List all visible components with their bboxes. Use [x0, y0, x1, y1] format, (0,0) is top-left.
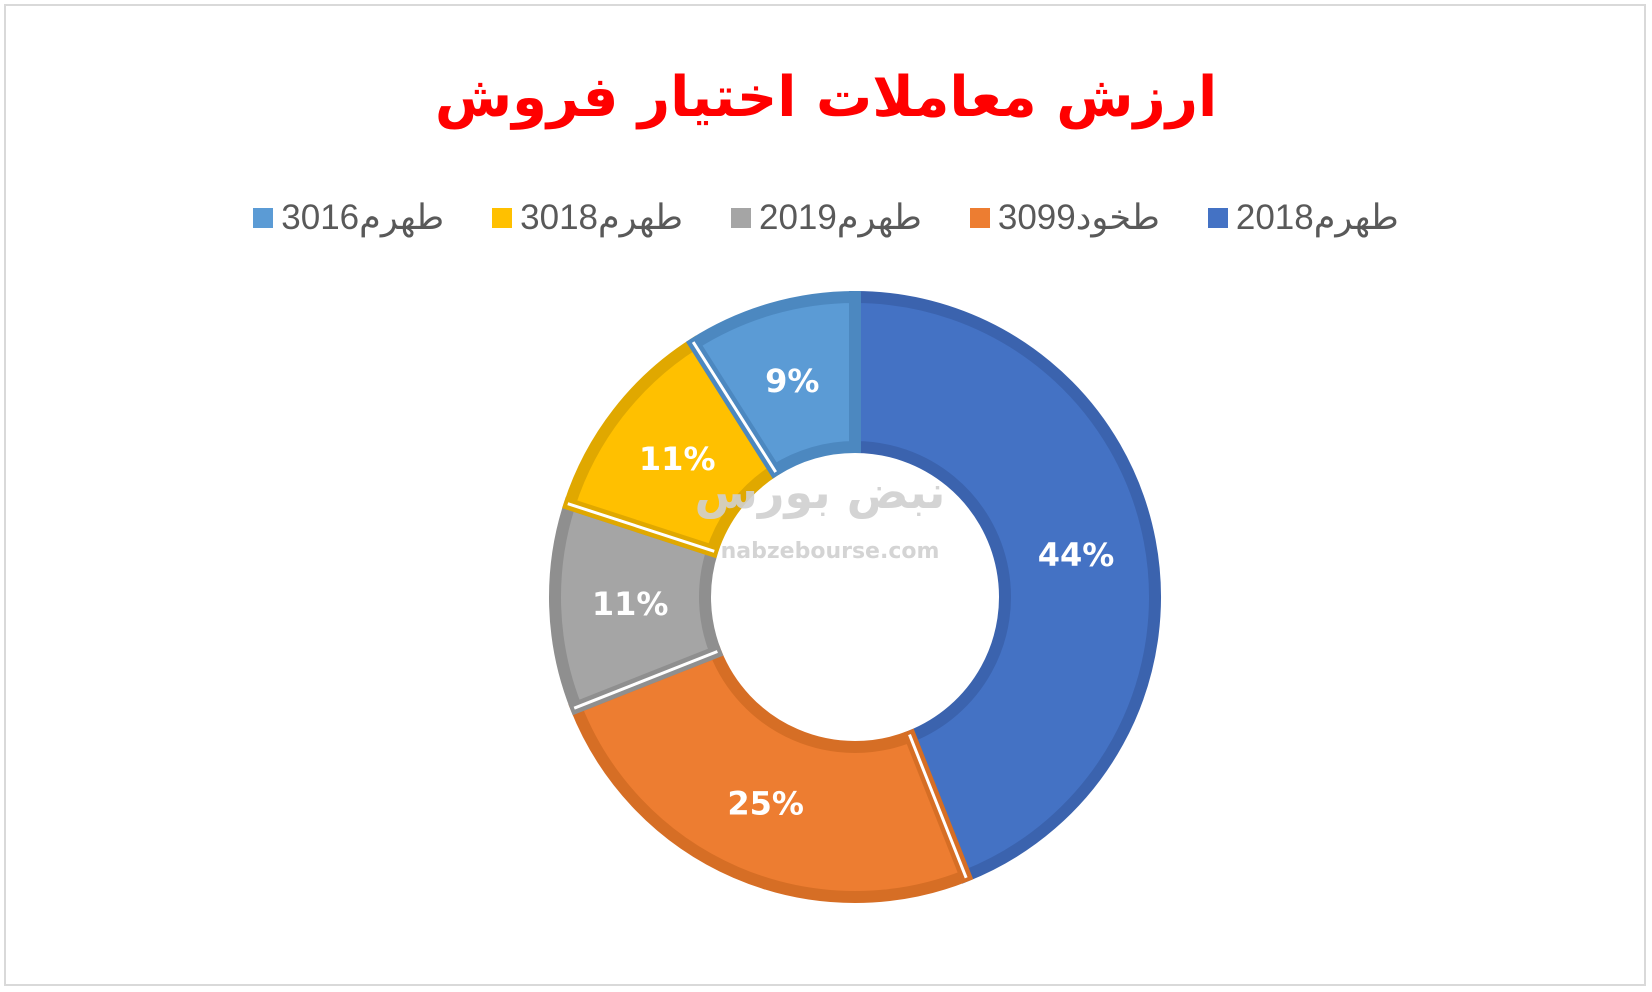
legend-label: طهرم2019 — [759, 198, 922, 237]
legend-label: طهرم3018 — [520, 198, 683, 237]
slice-separator — [908, 734, 968, 879]
legend-item: طهرم2018 — [1207, 198, 1399, 238]
legend-label: طخود3099 — [997, 198, 1160, 237]
doughnut-slices — [549, 290, 1161, 903]
data-label: 25% — [727, 784, 804, 822]
doughnut-slice — [849, 290, 1161, 884]
legend-item: طهرم3018 — [492, 198, 683, 238]
data-label: 9% — [765, 362, 819, 400]
legend-swatch — [492, 208, 513, 228]
data-label: 11% — [592, 585, 669, 623]
slice-separator — [567, 502, 715, 553]
doughnut-slice — [685, 290, 861, 479]
legend-swatch — [253, 208, 274, 228]
watermark-site-text: nabzebourse.com — [721, 539, 940, 564]
legend-item: طهرم3016 — [253, 198, 444, 238]
legend-item: طخود3099 — [969, 198, 1160, 238]
data-label: 44% — [1038, 536, 1115, 574]
legend-label: طهرم2018 — [1235, 198, 1399, 237]
legend-label: طهرم3016 — [281, 198, 445, 237]
doughnut-slice — [568, 644, 974, 903]
chart-legend: طهرم2018 طخود3099 طهرم2019 طهرم3018 طهرم3016 — [0, 193, 1652, 243]
legend-swatch — [1207, 208, 1228, 228]
legend-swatch — [731, 208, 751, 228]
data-label: 11% — [639, 440, 716, 478]
slice-separator — [573, 650, 718, 710]
watermark: نبض بورس nabzebourse.com — [695, 465, 946, 564]
watermark-logo-text: نبض بورس — [695, 465, 946, 519]
legend-item: طهرم2019 — [731, 198, 922, 238]
legend-swatch — [969, 208, 990, 228]
chart-title: ارزش معاملات اختیار فروش — [434, 65, 1218, 130]
slice-separator — [691, 341, 777, 473]
data-labels: 44% 25% 11% 11% 9% — [592, 362, 1114, 823]
